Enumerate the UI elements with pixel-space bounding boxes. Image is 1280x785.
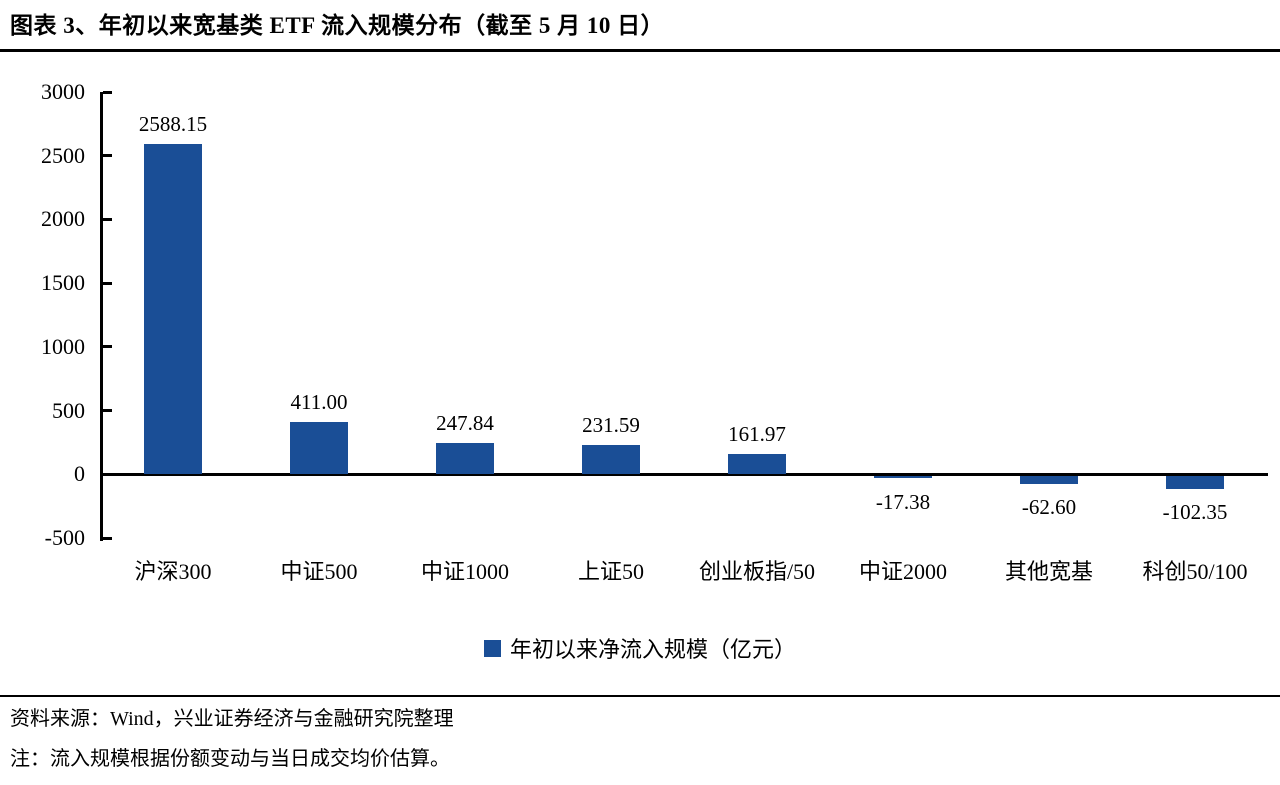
y-axis-tick — [103, 217, 112, 221]
x-axis-category-label: 沪深300 — [134, 559, 212, 584]
bar — [728, 453, 786, 475]
source-text: 资料来源：Wind，兴业证券经济与金融研究院整理 — [10, 708, 454, 730]
x-axis-category-label: 创业板指/50 — [698, 559, 816, 584]
y-axis-tick-label: 500 — [52, 397, 85, 423]
bar-value-label: -17.38 — [875, 489, 931, 514]
y-axis-tick — [103, 536, 112, 540]
y-axis-tick-label: 1500 — [41, 270, 85, 296]
bar-value-label: 2588.15 — [138, 112, 208, 137]
y-axis-tick-label: -500 — [44, 525, 85, 550]
bar-value-label: 161.97 — [728, 421, 786, 446]
bar-value-label: 247.84 — [436, 410, 494, 435]
y-axis-tick — [103, 90, 112, 94]
x-axis-category-label: 科创50/100 — [1142, 559, 1248, 584]
y-axis-tick — [103, 281, 112, 285]
y-axis-tick-label: 3000 — [41, 79, 85, 104]
x-axis-category-label: 中证2000 — [858, 559, 947, 584]
legend-swatch-icon — [483, 639, 501, 657]
x-axis-category-label: 上证50 — [577, 559, 644, 584]
bar-value-label: 411.00 — [290, 389, 348, 414]
y-axis-tick-label: 2000 — [41, 206, 85, 232]
bar-value-label: -102.35 — [1162, 500, 1228, 525]
bar-value-label: -62.60 — [1021, 495, 1077, 520]
y-axis-line — [100, 92, 103, 541]
x-axis-category-label: 中证1000 — [420, 559, 509, 584]
bar — [290, 421, 348, 475]
y-axis-tick — [103, 154, 112, 158]
bar — [1020, 475, 1078, 484]
y-axis-tick-label: 1000 — [41, 333, 85, 359]
y-axis-tick — [103, 409, 112, 413]
bar — [144, 144, 202, 475]
bar — [1166, 475, 1224, 489]
chart-legend: 年初以来净流入规模（亿元） — [0, 632, 1280, 664]
footer-divider — [0, 695, 1280, 697]
y-axis-tick-label: 2500 — [41, 142, 85, 168]
y-axis-tick — [103, 345, 112, 349]
bar — [874, 475, 932, 478]
title-divider — [0, 49, 1280, 52]
bar — [436, 442, 494, 475]
bar-value-label: 231.59 — [582, 412, 640, 437]
bar — [582, 444, 640, 475]
chart-title: 图表 3、年初以来宽基类 ETF 流入规模分布（截至 5 月 10 日） — [10, 13, 665, 38]
x-axis-category-label: 其他宽基 — [1004, 559, 1093, 584]
note-text: 注：流入规模根据份额变动与当日成交均价估算。 — [10, 748, 450, 770]
x-axis-category-label: 中证500 — [280, 559, 358, 584]
zero-baseline — [100, 472, 1268, 476]
y-axis-tick-label: 0 — [74, 461, 85, 487]
bar-chart-plot: 3000 2500 2000 1500 1000 500 0 -500 2588.15 沪深300… — [41, 79, 1268, 584]
legend-label: 年初以来净流入规模（亿元） — [509, 637, 796, 662]
